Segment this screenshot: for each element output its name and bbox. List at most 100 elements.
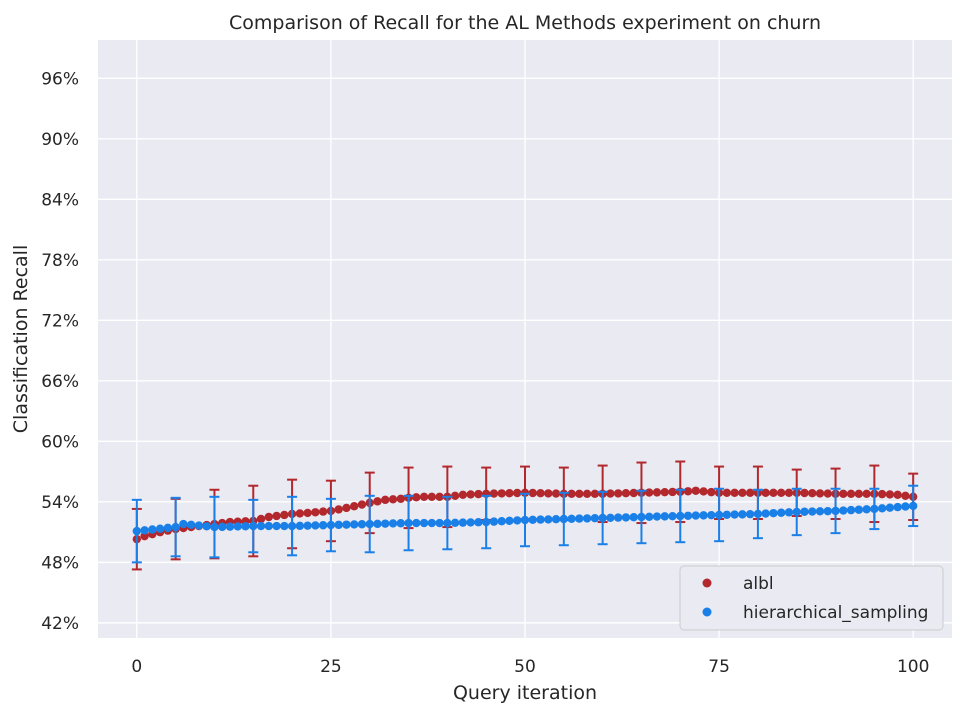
data-point	[140, 526, 149, 535]
tick-labels: 42% 48% 54% 60% 66% 72% 78% 84% 90% 96% 0 25 50 75 100	[41, 69, 929, 677]
data-point	[544, 489, 553, 498]
data-point	[218, 522, 227, 532]
data-point	[388, 495, 398, 504]
data-point	[769, 508, 778, 518]
data-point	[450, 491, 460, 501]
data-point	[753, 509, 763, 519]
data-point	[722, 510, 732, 519]
data-point	[839, 506, 848, 515]
data-point	[396, 519, 405, 528]
data-point	[404, 518, 413, 528]
data-point	[606, 489, 615, 498]
series-hierarchical-sampling	[131, 484, 919, 564]
x-tick-label: 0	[131, 657, 142, 677]
data-point	[264, 512, 273, 522]
data-point	[652, 512, 662, 521]
data-point	[412, 518, 421, 528]
data-point	[676, 511, 685, 521]
data-point	[559, 514, 569, 524]
data-point	[660, 512, 669, 521]
data-point	[707, 487, 716, 497]
x-tick-label: 50	[514, 657, 536, 677]
data-point	[722, 488, 732, 497]
data-point	[777, 508, 786, 517]
data-point	[318, 507, 328, 516]
data-point	[730, 510, 739, 519]
data-point	[784, 508, 794, 517]
data-point	[466, 518, 475, 527]
y-axis-label: Classification Recall	[10, 245, 32, 433]
data-point	[295, 521, 305, 531]
x-axis-label: Query iteration	[453, 682, 597, 704]
data-point	[497, 517, 506, 526]
data-point	[668, 511, 677, 521]
data-point	[823, 506, 832, 516]
data-point	[412, 493, 421, 502]
data-point	[419, 518, 429, 528]
data-point	[520, 488, 530, 497]
data-point	[458, 518, 468, 527]
data-point	[373, 497, 382, 506]
data-point	[497, 489, 506, 498]
legend-marker-hierarchical-sampling	[702, 607, 712, 617]
data-point	[590, 489, 600, 498]
data-point	[474, 518, 483, 527]
data-point	[885, 490, 895, 499]
y-tick-label: 78%	[41, 251, 79, 271]
x-tick-label: 25	[320, 657, 342, 677]
data-point	[435, 518, 444, 528]
data-point	[808, 488, 817, 498]
data-point	[381, 495, 390, 505]
data-point	[210, 522, 219, 532]
data-point	[140, 531, 149, 541]
data-point	[652, 488, 662, 497]
data-point	[528, 488, 537, 498]
data-point	[621, 488, 631, 498]
data-point	[582, 489, 592, 498]
data-point	[637, 512, 646, 522]
data-point	[194, 521, 204, 530]
data-point	[303, 521, 312, 530]
data-point	[815, 507, 825, 516]
data-point	[280, 510, 289, 520]
data-point	[691, 511, 700, 520]
data-point	[730, 488, 739, 497]
data-point	[171, 522, 180, 532]
data-point	[350, 502, 359, 511]
data-point	[256, 521, 266, 531]
data-point	[823, 489, 832, 498]
data-point	[777, 488, 786, 497]
data-point	[784, 488, 794, 497]
data-point	[544, 515, 553, 524]
y-tick-label: 90%	[41, 130, 79, 150]
data-point	[590, 513, 600, 523]
data-point	[520, 515, 530, 525]
data-point	[450, 518, 460, 528]
data-point	[489, 489, 499, 498]
data-point	[241, 522, 250, 531]
data-point	[908, 501, 918, 511]
data-point	[714, 510, 724, 520]
data-point	[233, 522, 242, 531]
data-point	[800, 488, 809, 498]
data-point	[334, 505, 343, 514]
data-point	[699, 511, 708, 520]
data-point	[427, 492, 437, 502]
data-point	[745, 509, 755, 519]
data-point	[513, 516, 522, 525]
data-point	[575, 489, 584, 498]
data-point	[761, 488, 770, 497]
data-point	[474, 489, 483, 499]
data-point	[800, 507, 809, 516]
data-point	[435, 492, 444, 502]
data-point	[629, 512, 638, 522]
data-point	[287, 521, 297, 531]
data-point	[862, 489, 871, 498]
data-point	[427, 518, 437, 528]
data-point	[699, 487, 708, 496]
data-point	[396, 494, 405, 504]
data-point	[272, 521, 281, 531]
data-point	[901, 502, 910, 511]
data-point	[528, 515, 537, 525]
